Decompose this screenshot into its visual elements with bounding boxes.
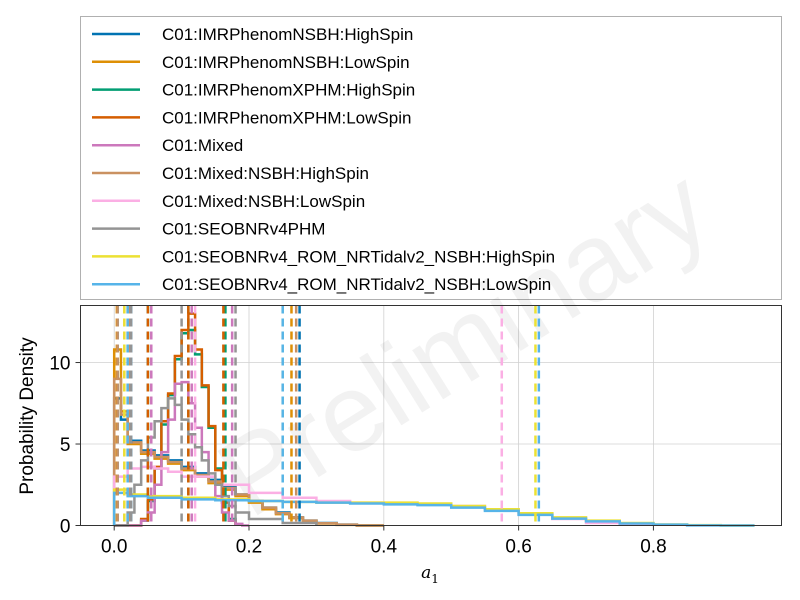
x-ticks: 0.0 0.2 0.4 0.6 0.8: [101, 525, 667, 558]
x-tick-label: 0.2: [236, 537, 262, 558]
legend-label: C01:SEOBNRv4_ROM_NRTidalv2_NSBH:HighSpin: [162, 247, 555, 266]
plot-area: [80, 305, 782, 526]
x-tick-label: 0.4: [371, 537, 398, 558]
legend: C01:IMRPhenomNSBH:HighSpin C01:IMRPhenomN…: [92, 25, 555, 294]
y-tick-label: 0: [60, 517, 71, 538]
y-tick-label: 10: [49, 354, 70, 375]
axes-frame: [80, 305, 782, 526]
legend-label: C01:SEOBNRv4PHM: [162, 220, 325, 239]
y-tick-label: 5: [60, 435, 71, 456]
x-tick-label: 0.8: [640, 537, 666, 558]
legend-label: C01:IMRPhenomNSBH:HighSpin: [162, 25, 413, 44]
legend-label: C01:Mixed:NSBH:LowSpin: [162, 192, 365, 211]
bounds-layer: [115, 305, 541, 526]
legend-label: C01:Mixed:NSBH:HighSpin: [162, 164, 369, 183]
legend-label: C01:SEOBNRv4_ROM_NRTidalv2_NSBH:LowSpin: [162, 275, 551, 294]
y-axis-label: Probability Density: [17, 337, 38, 495]
x-axis-label-subscript: 1: [431, 572, 439, 586]
legend-label: C01:IMRPhenomNSBH:LowSpin: [162, 53, 410, 72]
series-histogram-9: [112, 491, 755, 527]
series-histogram-3: [114, 312, 237, 527]
legend-label: C01:IMRPhenomXPHM:HighSpin: [162, 81, 415, 100]
x-axis-label: a1: [421, 563, 439, 586]
legend-label: C01:Mixed: [162, 136, 243, 155]
x-tick-label: 0.6: [505, 537, 531, 558]
legend-label: C01:IMRPhenomXPHM:LowSpin: [162, 108, 411, 127]
y-ticks: 0 5 10: [49, 354, 81, 538]
x-tick-label: 0.0: [101, 537, 127, 558]
legend-frame: [80, 16, 782, 300]
